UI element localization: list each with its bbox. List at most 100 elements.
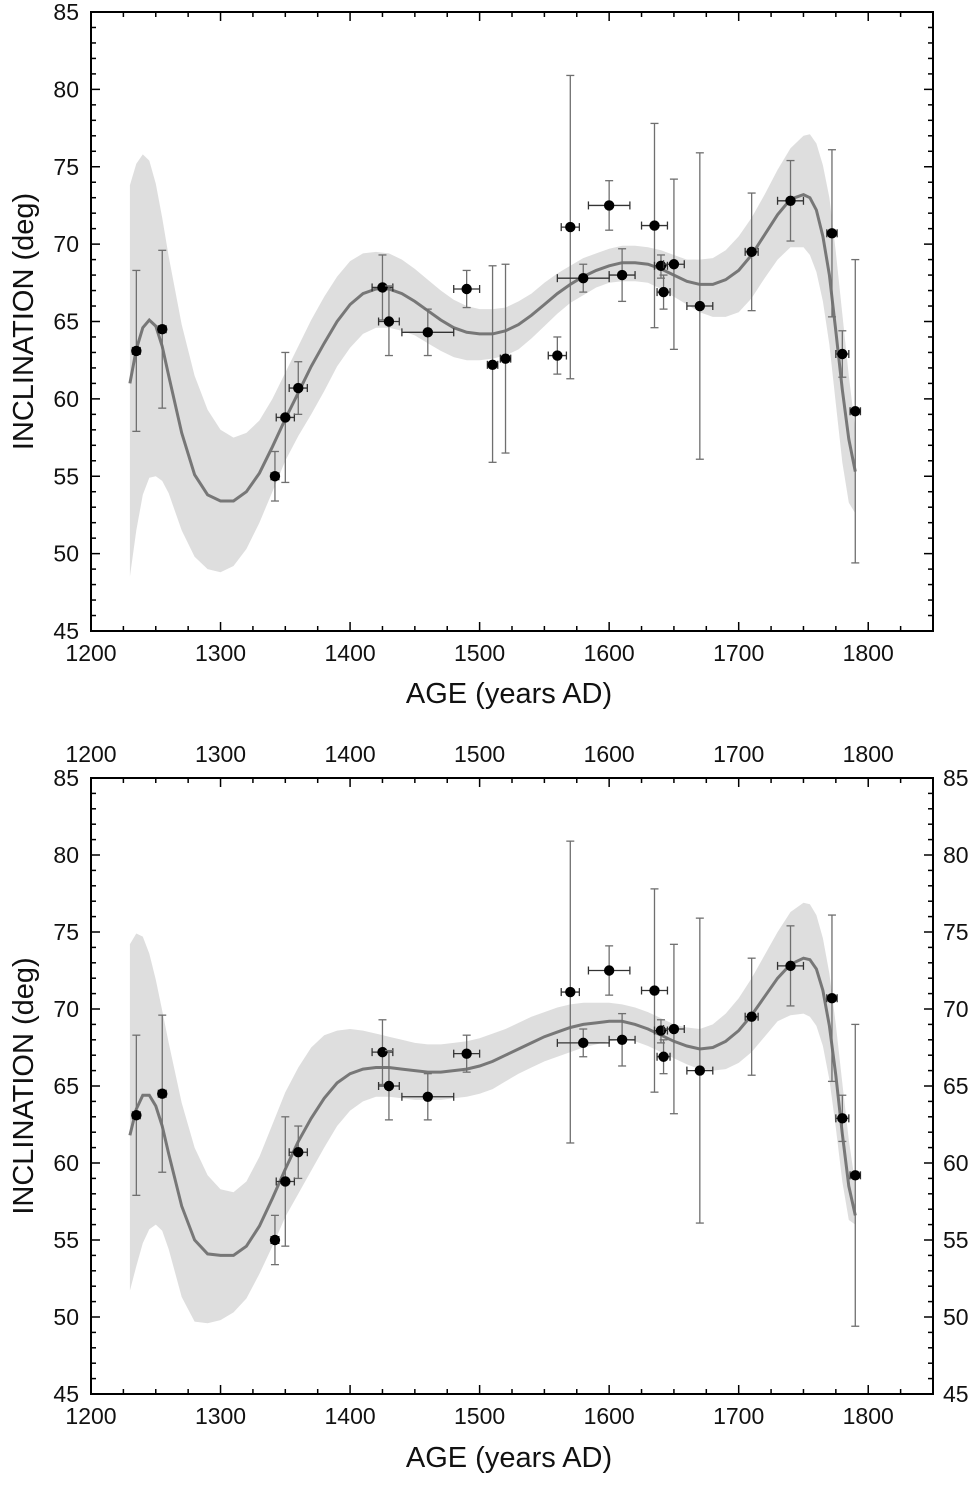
y-tick-label-right: 60 [943,1150,969,1176]
y-axis-title: INCLINATION (deg) [8,193,40,450]
data-point [131,1110,142,1121]
data-point [280,412,291,423]
y-tick-label: 85 [53,765,79,791]
data-point [422,327,433,338]
x-axis-title: AGE (years AD) [406,1442,612,1474]
data-point [694,1065,706,1076]
data-point [552,350,563,361]
data-point [668,1023,680,1035]
data-point [422,1091,433,1102]
y-tick-label: 50 [53,541,79,567]
data-point [487,359,498,371]
y-tick-label: 75 [53,154,79,180]
y-tick-label: 55 [53,463,79,489]
y-tick-label-right: 55 [943,1227,969,1253]
x-tick-label: 1200 [65,640,116,666]
y-tick-label-right: 80 [943,842,969,868]
data-point [293,382,304,394]
data-point [785,960,796,972]
data-point [131,345,142,357]
y-tick-label: 70 [53,231,79,257]
data-point [850,406,861,417]
y-tick-label-right: 65 [943,1073,969,1099]
y-tick-label: 45 [53,1381,79,1407]
x-tick-label-top: 1600 [584,741,635,767]
data-point [383,1080,395,1092]
data-point [649,985,660,996]
data-point [157,1088,168,1099]
data-point [837,348,848,360]
data-point [746,246,757,258]
y-tick-label: 80 [53,842,79,868]
data-point [655,260,667,271]
x-tick-label-top: 1300 [195,741,246,767]
y-tick-label: 60 [53,1150,79,1176]
y-tick-label: 45 [53,618,79,644]
data-point [850,1170,861,1181]
y-tick-label: 75 [53,919,79,945]
y-tick-label: 65 [53,309,79,335]
x-tick-label: 1200 [65,1403,116,1429]
y-tick-label: 50 [53,1304,79,1330]
data-point [377,282,388,293]
x-tick-label-top: 1500 [454,741,505,767]
data-point [377,1046,388,1058]
x-tick-label: 1500 [454,1403,505,1429]
x-tick-label: 1600 [584,1403,635,1429]
x-tick-label-top: 1400 [324,741,375,767]
y-tick-label-right: 70 [943,996,969,1022]
data-point [826,993,838,1004]
data-point [658,286,669,298]
y-tick-label: 60 [53,386,79,412]
data-point [461,1048,472,1059]
data-point [578,272,589,284]
data-point [668,259,680,270]
y-tick-label-right: 75 [943,919,969,945]
data-point [269,471,281,482]
x-tick-label: 1800 [843,1403,894,1429]
x-tick-label: 1300 [195,1403,246,1429]
y-tick-label: 70 [53,996,79,1022]
data-point [603,200,615,211]
data-point [655,1025,667,1036]
data-point [785,195,796,206]
data-point [746,1011,757,1022]
chart-panel-bottom: 1200 1300 1400 1500 1600 1700 1800 1200 1300 1400… [8,741,969,1474]
data-point [603,965,615,976]
y-tick-label: 55 [53,1227,79,1253]
x-tick-label: 1800 [843,640,894,666]
y-tick-label: 65 [53,1073,79,1099]
confidence-band [129,902,856,1324]
data-point [500,353,511,364]
x-tick-label: 1700 [713,1403,764,1429]
data-point [616,269,628,281]
x-tick-label: 1700 [713,640,764,666]
x-axis-title: AGE (years AD) [406,678,612,710]
data-point [658,1051,669,1062]
y-tick-label-right: 85 [943,765,969,791]
data-point [269,1234,281,1246]
data-point [383,316,395,327]
y-tick-label: 85 [53,0,79,25]
x-tick-label: 1400 [324,640,375,666]
data-point [826,228,838,239]
x-tick-label-top: 1800 [843,741,894,767]
data-point [293,1147,304,1158]
data-point [694,300,706,312]
data-point [649,220,660,231]
fitted-curve [128,956,857,1257]
y-tick-label-right: 45 [943,1381,969,1407]
y-axis-title: INCLINATION (deg) [8,957,40,1214]
data-point [565,221,576,233]
y-tick-label: 80 [53,76,79,102]
x-tick-label: 1500 [454,640,505,666]
x-tick-label: 1300 [195,640,246,666]
chart-panel-top: 1200 1300 1400 1500 1600 1700 1800 45 50 55 60 65 70… [8,0,934,710]
data-point [157,324,168,335]
data-point [616,1034,628,1046]
data-point [280,1176,291,1187]
x-tick-label: 1600 [584,640,635,666]
x-tick-label: 1400 [324,1403,375,1429]
x-tick-label-top: 1700 [713,741,764,767]
